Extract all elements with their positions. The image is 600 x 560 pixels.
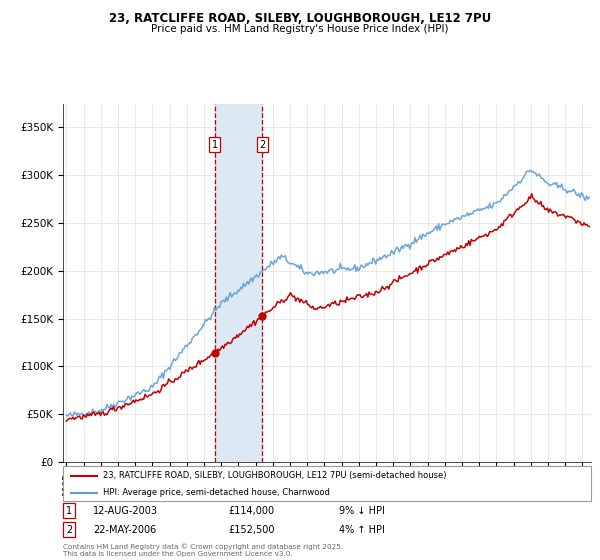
Text: Price paid vs. HM Land Registry's House Price Index (HPI): Price paid vs. HM Land Registry's House … xyxy=(151,24,449,34)
Text: HPI: Average price, semi-detached house, Charnwood: HPI: Average price, semi-detached house,… xyxy=(103,488,329,497)
Text: 4% ↑ HPI: 4% ↑ HPI xyxy=(339,525,385,535)
Bar xyxy=(215,104,262,462)
Text: £114,000: £114,000 xyxy=(228,506,274,516)
Text: 23, RATCLIFFE ROAD, SILEBY, LOUGHBOROUGH, LE12 7PU (semi-detached house): 23, RATCLIFFE ROAD, SILEBY, LOUGHBOROUGH… xyxy=(103,472,446,480)
Text: 22-MAY-2006: 22-MAY-2006 xyxy=(93,525,156,535)
Text: Contains HM Land Registry data © Crown copyright and database right 2025.
This d: Contains HM Land Registry data © Crown c… xyxy=(63,544,343,557)
FancyBboxPatch shape xyxy=(63,466,591,501)
Text: 23, RATCLIFFE ROAD, SILEBY, LOUGHBOROUGH, LE12 7PU: 23, RATCLIFFE ROAD, SILEBY, LOUGHBOROUGH… xyxy=(109,12,491,25)
Text: 12-AUG-2003: 12-AUG-2003 xyxy=(93,506,158,516)
Text: 1: 1 xyxy=(66,506,72,516)
Text: 9% ↓ HPI: 9% ↓ HPI xyxy=(339,506,385,516)
Text: 1: 1 xyxy=(212,140,218,150)
Text: £152,500: £152,500 xyxy=(228,525,275,535)
Text: 2: 2 xyxy=(259,140,265,150)
Text: 2: 2 xyxy=(66,525,72,535)
